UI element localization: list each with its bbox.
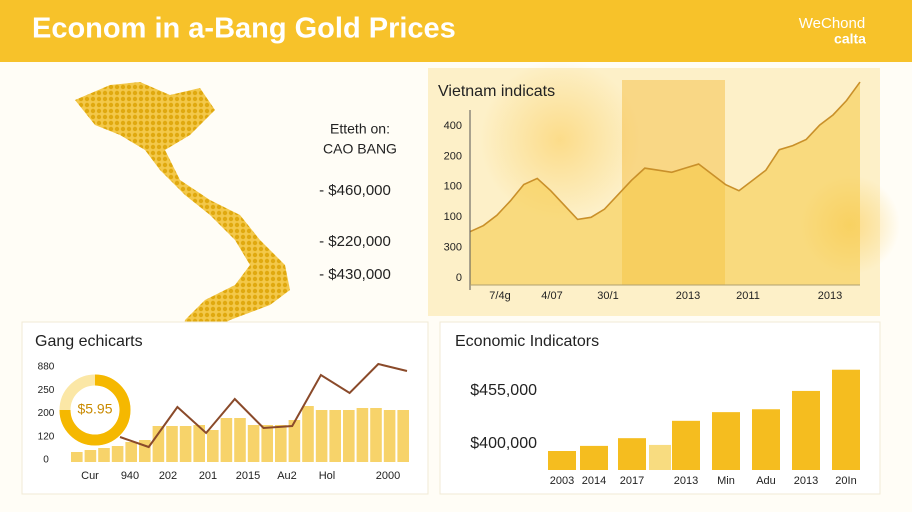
y-label: 200 (444, 150, 462, 162)
bar (207, 430, 219, 462)
bar (792, 390, 820, 470)
donut-label: $5.95 (77, 401, 112, 417)
x-label: 2015 (236, 470, 260, 482)
bar (672, 420, 700, 470)
bar (152, 426, 165, 462)
x-label: 940 (121, 470, 139, 482)
header-bar (0, 0, 912, 62)
bar (315, 410, 328, 462)
bar (397, 410, 409, 462)
y-label: 300 (444, 242, 462, 254)
chart-title: Gang echicarts (35, 333, 143, 350)
map-caption: CAO BANG (323, 141, 397, 157)
brand: WeChond (799, 15, 865, 32)
bar (275, 425, 287, 462)
donut-arc (59, 374, 131, 446)
bar (234, 418, 246, 462)
bar (179, 426, 192, 462)
bar (752, 409, 780, 470)
x-label: 2000 (376, 470, 400, 482)
y-tick-label: $400,000 (470, 435, 537, 452)
y-label: 100 (444, 181, 462, 193)
y-tick-label: $455,000 (470, 382, 537, 399)
bar (343, 410, 355, 462)
price: - $460,000 (319, 182, 391, 199)
bar (832, 369, 860, 470)
brand: calta (834, 31, 866, 47)
bar (383, 410, 396, 462)
x-label: 4/07 (541, 290, 562, 302)
x-label: 2014 (582, 475, 606, 487)
line (469, 81, 861, 233)
header-title: Econom in a-Bang Gold Prices (32, 13, 456, 45)
x-label: 2013 (676, 290, 700, 302)
x-label: 2017 (620, 475, 644, 487)
y-label: 880 (38, 362, 55, 373)
bar (261, 425, 273, 462)
bar (356, 408, 369, 462)
x-label: Min (717, 475, 735, 487)
price: - $220,000 (319, 233, 391, 250)
chart-title: Economic Indicators (455, 333, 599, 350)
bar (98, 448, 110, 462)
x-label: 2011 (736, 290, 760, 302)
bar (111, 446, 124, 462)
bar (84, 450, 97, 462)
x-label: 2013 (818, 290, 842, 302)
x-label: Au2 (277, 470, 297, 482)
chart-title: Vietnam indicats (438, 83, 555, 100)
area (470, 82, 860, 285)
map (75, 82, 290, 352)
bar (370, 408, 382, 462)
x-label: 2013 (674, 475, 698, 487)
bar (649, 444, 671, 470)
x-label: 201 (199, 470, 217, 482)
price: - $430,000 (319, 266, 391, 283)
bar (247, 425, 260, 462)
y-label: 200 (38, 408, 55, 419)
bar (580, 445, 608, 470)
map-caption: Etteth on: (330, 121, 390, 137)
line (119, 362, 408, 449)
x-label: 2013 (794, 475, 818, 487)
bar (220, 418, 233, 462)
y-label: 250 (38, 385, 55, 396)
bar (288, 420, 301, 462)
x-label: 2003 (550, 475, 574, 487)
bar (329, 410, 341, 462)
bar (139, 440, 151, 462)
y-label: 100 (444, 211, 462, 223)
bar (71, 452, 83, 462)
x-label: Adu (756, 475, 776, 487)
x-label: 30/1 (597, 290, 618, 302)
x-label: 20In (835, 475, 856, 487)
bar (712, 412, 740, 470)
y-label: 0 (43, 455, 49, 466)
y-label: 400 (444, 120, 462, 132)
x-label: Cur (81, 470, 99, 482)
x-label: 7/4g (489, 290, 510, 302)
glow (480, 60, 640, 220)
bar (618, 438, 646, 470)
bar (548, 451, 576, 470)
bar (166, 426, 178, 462)
y-label: 0 (456, 272, 462, 284)
y-label: 120 (38, 431, 55, 442)
bar (125, 442, 137, 462)
bar (302, 406, 314, 462)
bar (193, 425, 205, 462)
x-label: Hol (319, 470, 336, 482)
x-label: 202 (159, 470, 177, 482)
